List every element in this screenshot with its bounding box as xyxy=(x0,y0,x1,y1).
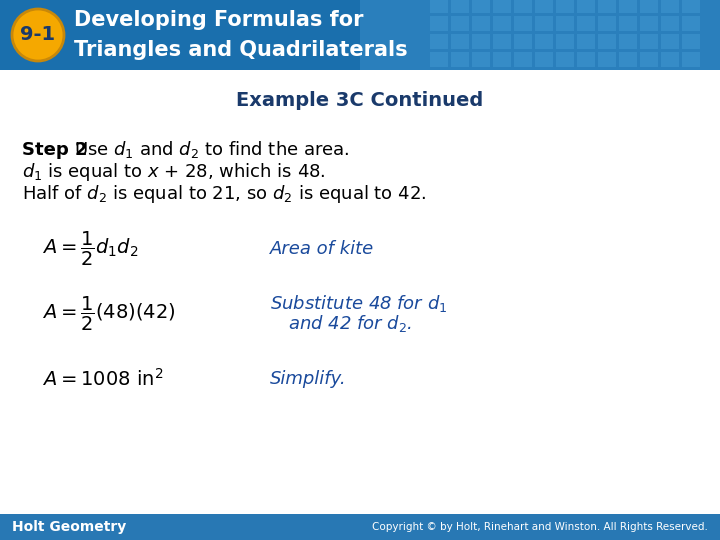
Bar xyxy=(556,16,574,31)
Text: $A = \dfrac{1}{2}(48)(42)$: $A = \dfrac{1}{2}(48)(42)$ xyxy=(42,295,176,333)
Bar xyxy=(0,0,720,70)
Bar xyxy=(640,16,658,31)
Bar xyxy=(451,16,469,31)
Bar xyxy=(451,34,469,49)
Bar xyxy=(514,52,532,67)
Bar xyxy=(535,0,553,13)
Text: Simplify.: Simplify. xyxy=(270,370,346,388)
Bar xyxy=(682,0,700,13)
Bar xyxy=(514,0,532,13)
Text: Example 3C Continued: Example 3C Continued xyxy=(236,91,484,110)
Bar xyxy=(661,34,679,49)
Bar xyxy=(661,0,679,13)
Text: 9-1: 9-1 xyxy=(20,24,55,44)
Bar xyxy=(514,34,532,49)
Bar xyxy=(619,0,637,13)
Bar xyxy=(577,52,595,67)
Bar xyxy=(640,0,658,13)
Bar xyxy=(640,52,658,67)
Bar xyxy=(430,34,448,49)
Bar xyxy=(640,34,658,49)
Bar xyxy=(619,34,637,49)
Bar xyxy=(556,34,574,49)
Bar xyxy=(472,0,490,13)
Bar xyxy=(451,52,469,67)
Text: Use $d_1$ and $d_2$ to find the area.: Use $d_1$ and $d_2$ to find the area. xyxy=(74,139,349,160)
Bar xyxy=(430,52,448,67)
Bar xyxy=(472,52,490,67)
Bar xyxy=(598,52,616,67)
Bar xyxy=(535,52,553,67)
Bar xyxy=(682,52,700,67)
Bar xyxy=(577,0,595,13)
Bar xyxy=(556,52,574,67)
Bar xyxy=(360,0,720,70)
Bar xyxy=(682,16,700,31)
Text: $A = \dfrac{1}{2}d_1d_2$: $A = \dfrac{1}{2}d_1d_2$ xyxy=(42,230,138,268)
Bar xyxy=(535,34,553,49)
Bar xyxy=(619,16,637,31)
Text: Triangles and Quadrilaterals: Triangles and Quadrilaterals xyxy=(74,40,408,60)
Text: Substitute 48 for $d_1$: Substitute 48 for $d_1$ xyxy=(270,294,447,314)
Bar xyxy=(535,16,553,31)
Bar xyxy=(451,0,469,13)
Bar xyxy=(598,0,616,13)
Bar xyxy=(430,0,448,13)
Bar xyxy=(493,52,511,67)
Bar xyxy=(430,16,448,31)
Bar xyxy=(556,0,574,13)
Text: Step 2: Step 2 xyxy=(22,141,88,159)
Bar xyxy=(577,34,595,49)
Text: Copyright © by Holt, Rinehart and Winston. All Rights Reserved.: Copyright © by Holt, Rinehart and Winsto… xyxy=(372,522,708,532)
Bar xyxy=(682,34,700,49)
Text: Area of kite: Area of kite xyxy=(270,240,374,258)
Bar xyxy=(661,16,679,31)
Bar xyxy=(619,52,637,67)
Text: $A = 1008\ \mathrm{in}^2$: $A = 1008\ \mathrm{in}^2$ xyxy=(42,368,163,390)
Bar xyxy=(472,34,490,49)
Text: Developing Formulas for: Developing Formulas for xyxy=(74,10,364,30)
Text: Half of $d_2$ is equal to 21, so $d_2$ is equal to 42.: Half of $d_2$ is equal to 21, so $d_2$ i… xyxy=(22,183,426,205)
Text: $d_1$ is equal to $x$ + 28, which is 48.: $d_1$ is equal to $x$ + 28, which is 48. xyxy=(22,161,325,183)
Circle shape xyxy=(12,9,64,61)
Bar xyxy=(472,16,490,31)
Text: Holt Geometry: Holt Geometry xyxy=(12,520,126,534)
Bar xyxy=(493,34,511,49)
Bar xyxy=(598,16,616,31)
Bar xyxy=(661,52,679,67)
Bar xyxy=(493,0,511,13)
Text: and 42 for $d_2$.: and 42 for $d_2$. xyxy=(288,314,412,334)
Bar xyxy=(493,16,511,31)
Bar xyxy=(0,514,720,540)
Bar xyxy=(514,16,532,31)
Bar xyxy=(577,16,595,31)
Bar xyxy=(598,34,616,49)
